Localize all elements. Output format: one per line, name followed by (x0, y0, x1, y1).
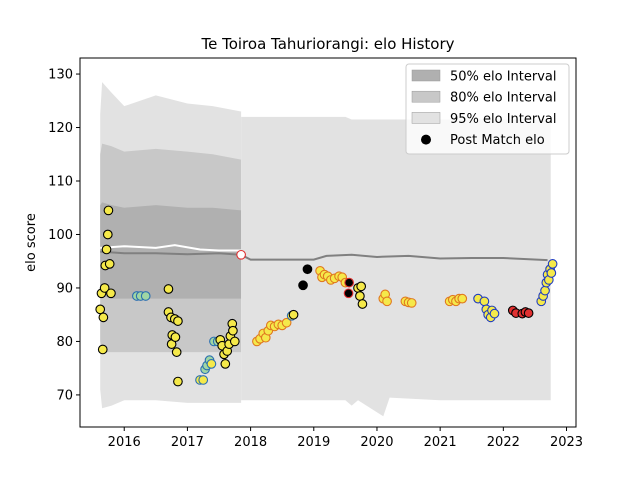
post-match-point-21 (171, 347, 182, 357)
y-tick-label-120: 120 (48, 121, 73, 136)
legend-label-2: 95% elo Interval (450, 112, 557, 127)
band-95-3 (241, 116, 551, 417)
post-match-point-0 (95, 304, 106, 315)
post-match-point-66 (343, 288, 354, 299)
y-tick-label-130: 130 (48, 68, 73, 83)
post-match-point-103 (547, 259, 558, 269)
legend-label-3: Post Match elo (450, 133, 545, 148)
post-match-point-9 (104, 259, 115, 269)
mean-lines (100, 244, 548, 262)
y-tick-label-110: 110 (48, 175, 73, 190)
y-tick-label-90: 90 (56, 281, 73, 296)
post-match-point-10 (106, 288, 116, 299)
axes-frame (79, 57, 577, 428)
post-match-point-77 (406, 298, 417, 308)
post-match-point-84 (479, 296, 490, 307)
post-match-point-74 (382, 296, 392, 307)
post-match-point-42 (236, 249, 246, 260)
band-50-2 (100, 202, 242, 299)
post-match-point-29 (206, 359, 217, 369)
post-match-point-20 (170, 332, 181, 343)
x-tick-label-2017: 2017 (171, 435, 204, 450)
post-match-point-7 (102, 229, 113, 240)
legend-marker-3 (421, 134, 431, 145)
post-match-point-82 (457, 293, 468, 304)
line-early-mean (100, 244, 242, 252)
post-match-point-55 (298, 280, 308, 291)
x-tick-label-2021: 2021 (424, 435, 457, 450)
legend-label-1: 80% elo Interval (450, 91, 557, 106)
x-tick-label-2022: 2022 (487, 435, 520, 450)
post-match-point-94 (523, 308, 534, 318)
legend-swatch-2 (411, 112, 441, 124)
interval-bands (100, 82, 551, 417)
post-match-point-3 (98, 312, 109, 323)
post-match-point-8 (103, 205, 114, 216)
post-match-point-22 (173, 316, 183, 326)
post-match-point-69 (355, 291, 365, 301)
post-match-point-52 (281, 317, 292, 328)
post-match-point-40 (228, 325, 238, 336)
x-tick-label-2023: 2023 (550, 435, 583, 450)
x-tick-label-2020: 2020 (360, 435, 393, 450)
x-tick-label-2019: 2019 (297, 435, 330, 450)
legend-label-0: 50% elo Interval (450, 70, 557, 85)
post-match-point-54 (288, 309, 299, 320)
post-match-point-56 (302, 264, 313, 275)
y-tick-label-80: 80 (56, 335, 73, 350)
x-axis-ticks: 2016 2017 2018 2019 2020 2021 2022 2023 (108, 427, 583, 450)
post-match-point-14 (163, 284, 174, 294)
post-match-point-2 (97, 344, 108, 355)
post-match-point-97 (540, 285, 550, 296)
post-match-point-41 (229, 336, 240, 347)
y-tick-label-70: 70 (56, 388, 73, 403)
post-match-point-23 (173, 376, 183, 387)
legend-swatch-0 (411, 69, 441, 82)
post-match-point-67 (344, 277, 355, 288)
post-match-point-25 (198, 375, 209, 385)
post-match-point-13 (140, 291, 151, 301)
post-match-point-71 (357, 299, 368, 309)
legend: 50% elo Interval 80% elo Interval 95% elo … (405, 63, 570, 155)
post-match-points (95, 205, 558, 387)
x-tick-label-2016: 2016 (108, 435, 141, 450)
post-match-point-4 (99, 283, 110, 293)
post-match-point-89 (489, 308, 500, 319)
post-match-point-35 (220, 359, 231, 369)
x-tick-label-2018: 2018 (234, 435, 267, 450)
post-match-point-102 (546, 268, 557, 278)
post-match-point-70 (356, 281, 367, 292)
y-axis-label: elo score (24, 213, 39, 272)
legend-box (405, 63, 570, 155)
y-axis-ticks: 70 80 90 100 110 120 130 (48, 68, 80, 403)
line-mean (100, 250, 548, 262)
chart-title: Te Toiroa Tahuriorangi: elo History (200, 35, 454, 53)
post-match-point-6 (101, 244, 112, 255)
legend-swatch-1 (411, 90, 441, 103)
y-tick-label-100: 100 (48, 228, 73, 243)
